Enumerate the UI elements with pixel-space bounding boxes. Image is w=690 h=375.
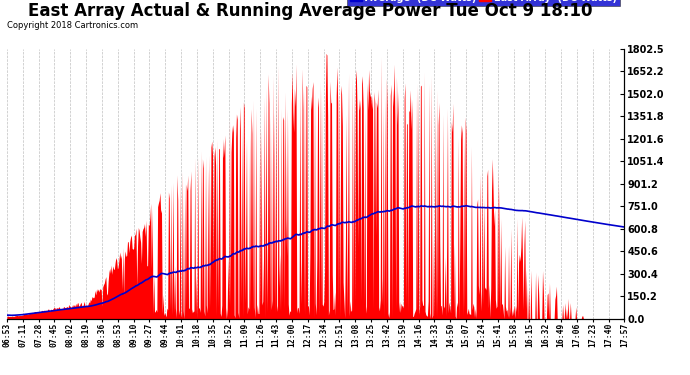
Legend: Average  (DC Watts), East Array  (DC Watts): Average (DC Watts), East Array (DC Watts… [347,0,620,6]
Text: East Array Actual & Running Average Power Tue Oct 9 18:10: East Array Actual & Running Average Powe… [28,2,593,20]
Text: Copyright 2018 Cartronics.com: Copyright 2018 Cartronics.com [7,21,138,30]
